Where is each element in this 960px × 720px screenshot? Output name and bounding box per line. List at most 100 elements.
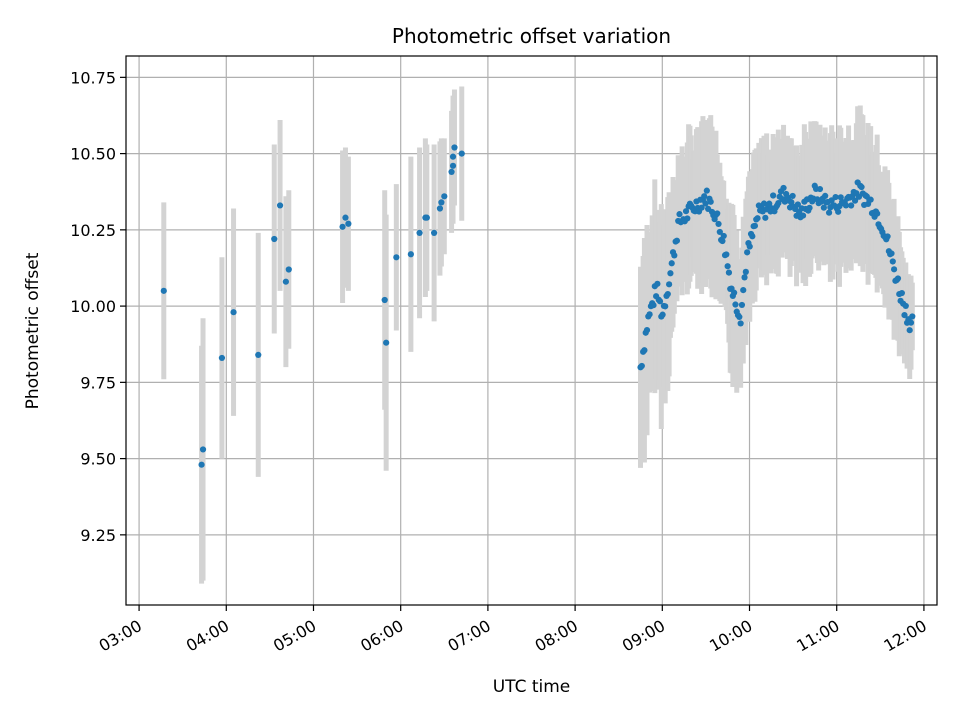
data-point	[888, 250, 895, 257]
data-point	[806, 204, 813, 211]
x-axis-label: UTC time	[493, 677, 571, 697]
data-point	[673, 237, 681, 244]
data-point	[285, 266, 292, 273]
data-point	[789, 192, 796, 200]
data-point	[684, 215, 691, 222]
y-tick-label: 9.75	[80, 373, 116, 392]
data-point	[799, 212, 807, 219]
data-point	[698, 204, 705, 211]
data-point	[723, 251, 730, 258]
data-point	[438, 199, 445, 206]
data-point	[702, 200, 709, 207]
data-point	[762, 214, 769, 221]
data-point	[820, 204, 827, 211]
data-point	[848, 202, 855, 209]
data-point	[638, 362, 645, 370]
data-point	[641, 347, 648, 354]
data-point	[842, 202, 850, 209]
data-point	[907, 319, 915, 326]
data-point	[738, 301, 746, 309]
data-point	[794, 201, 801, 208]
data-point	[720, 232, 727, 240]
data-point	[416, 229, 423, 236]
plot-frame	[125, 55, 938, 606]
data-point	[345, 220, 352, 227]
data-point	[770, 192, 777, 199]
data-point	[741, 274, 748, 281]
data-point	[906, 327, 913, 334]
data-point	[451, 144, 458, 151]
data-point	[874, 210, 881, 217]
data-point	[449, 162, 457, 169]
chart-title: Photometric offset variation	[392, 24, 671, 48]
data-point	[851, 197, 859, 204]
y-tick-label: 9.50	[80, 450, 116, 469]
data-point	[867, 196, 874, 203]
data-point	[441, 193, 448, 200]
data-point	[909, 313, 916, 320]
data-point	[656, 298, 664, 305]
data-point	[746, 243, 753, 250]
data-point	[884, 233, 891, 240]
data-point	[230, 309, 237, 316]
data-point	[654, 280, 661, 287]
data-point	[894, 275, 902, 282]
data-point	[754, 215, 761, 222]
data-point	[889, 258, 896, 265]
data-point	[701, 193, 708, 200]
data-point	[780, 184, 787, 192]
data-point	[725, 269, 733, 276]
data-point	[676, 211, 683, 218]
data-point	[218, 354, 226, 362]
data-point	[744, 249, 751, 256]
data-point	[448, 168, 455, 175]
data-point	[407, 251, 414, 258]
data-point	[682, 208, 690, 215]
data-point	[902, 302, 909, 310]
data-point	[282, 278, 289, 285]
data-point	[381, 296, 388, 304]
data-point	[731, 289, 738, 296]
y-tick-label: 10.50	[70, 145, 116, 164]
y-tick-label: 10.75	[70, 68, 116, 87]
data-point	[751, 222, 759, 229]
data-point	[431, 229, 438, 236]
data-point	[766, 200, 773, 207]
data-point	[890, 266, 898, 273]
data-point	[650, 302, 657, 309]
data-point	[664, 290, 671, 298]
data-point	[276, 202, 284, 209]
data-point	[714, 210, 721, 217]
data-point	[198, 461, 205, 468]
data-point	[825, 209, 833, 216]
data-point	[837, 194, 844, 201]
data-point	[732, 301, 739, 308]
data-point	[383, 339, 390, 346]
data-point	[716, 228, 723, 236]
data-point	[742, 268, 749, 275]
data-point	[898, 289, 905, 297]
data-point	[740, 287, 747, 294]
data-points	[160, 144, 916, 468]
data-point	[816, 185, 824, 193]
data-point	[643, 327, 651, 334]
data-point	[668, 260, 675, 267]
data-point	[199, 446, 207, 453]
y-tick-label: 9.25	[80, 526, 116, 545]
grid	[126, 56, 937, 605]
data-point	[832, 193, 839, 201]
y-axis-label: Photometric offset	[23, 252, 43, 409]
data-point	[339, 223, 346, 230]
data-point	[858, 183, 865, 191]
data-point	[659, 311, 666, 318]
data-point	[736, 313, 743, 321]
data-point	[707, 198, 714, 205]
y-tick-label: 10.00	[70, 297, 116, 316]
data-point	[393, 254, 400, 261]
data-point	[255, 351, 262, 358]
data-point	[737, 320, 744, 327]
y-axis: 9.25 9.50 9.75 10.00 10.25 10.50 10.75	[70, 68, 126, 545]
data-point	[342, 214, 349, 221]
data-point	[775, 200, 782, 207]
